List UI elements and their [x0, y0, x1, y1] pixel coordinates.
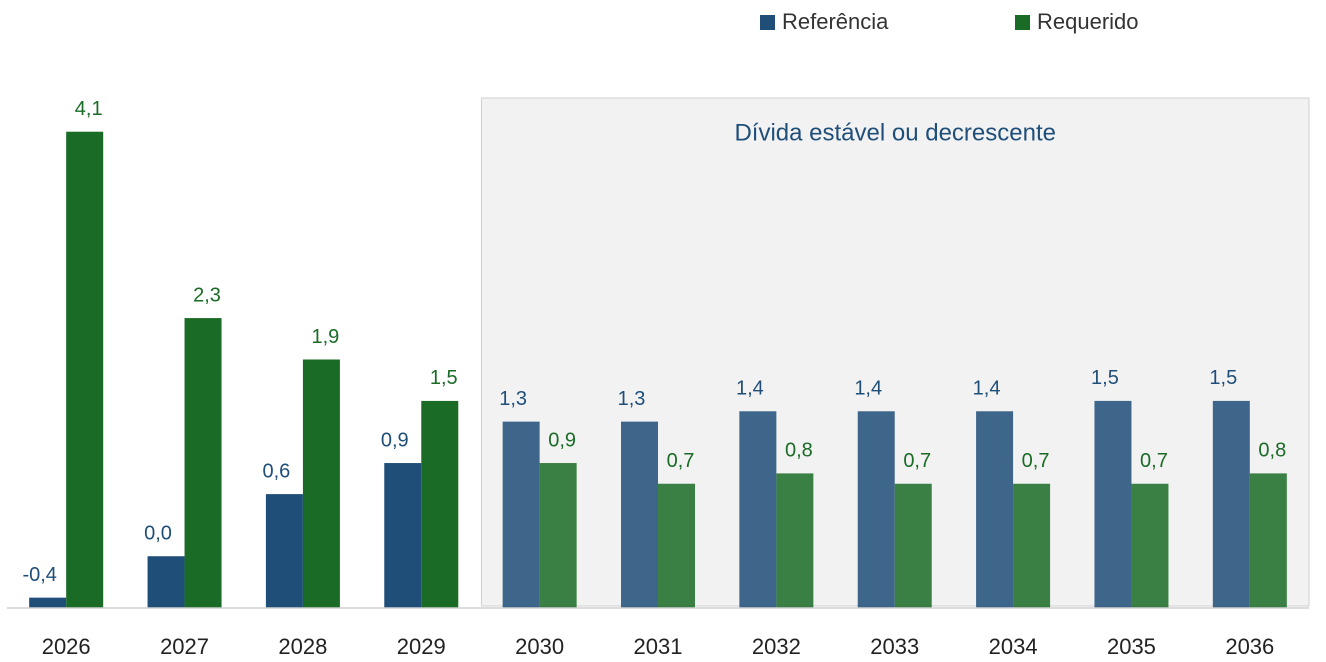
- bar: [658, 483, 695, 608]
- bar: [502, 421, 540, 608]
- x-tick-label: 2034: [989, 634, 1038, 659]
- x-tick-label: 2033: [870, 634, 919, 659]
- annotation-text: Dívida estável ou decrescente: [734, 119, 1056, 146]
- x-tick-label: 2029: [397, 634, 446, 659]
- x-tick-label: 2027: [160, 634, 209, 659]
- value-label: -0,4: [22, 564, 56, 586]
- value-label: 1,9: [312, 326, 340, 348]
- bar: [1131, 483, 1169, 608]
- x-tick-label: 2028: [278, 634, 327, 659]
- bar: [29, 597, 67, 608]
- legend-swatch: [760, 15, 775, 30]
- x-tick-label: 2031: [634, 634, 683, 659]
- bar: [1013, 483, 1051, 608]
- bar: [621, 421, 658, 608]
- x-tick-label: 2032: [752, 634, 801, 659]
- bar: [302, 359, 340, 608]
- value-label: 0,0: [144, 523, 172, 545]
- value-label: 0,7: [1022, 450, 1050, 472]
- value-label: 1,4: [973, 378, 1001, 400]
- bar: [857, 411, 895, 608]
- legend-label: Requerido: [1037, 9, 1139, 34]
- value-label: 0,8: [785, 440, 813, 462]
- bar: [1249, 473, 1287, 608]
- x-tick-label: 2035: [1107, 634, 1156, 659]
- value-label: 1,5: [430, 367, 458, 389]
- value-label: 4,1: [75, 98, 103, 120]
- bar: [66, 131, 104, 609]
- bar: [147, 556, 185, 608]
- bar: [539, 463, 577, 608]
- value-label: 0,7: [903, 450, 931, 472]
- value-label: 0,9: [548, 429, 576, 451]
- bar: [739, 411, 777, 608]
- bar: [894, 483, 932, 608]
- bar: [1094, 400, 1132, 608]
- value-label: 1,5: [1209, 367, 1237, 389]
- value-label: 1,4: [854, 378, 882, 400]
- value-label: 1,4: [736, 378, 764, 400]
- value-label: 1,3: [499, 388, 527, 410]
- bar: [1212, 400, 1250, 608]
- value-label: 0,6: [263, 460, 291, 482]
- value-label: 0,7: [667, 450, 695, 472]
- bar: [265, 494, 303, 608]
- value-label: 1,3: [618, 388, 646, 410]
- value-label: 0,9: [381, 429, 409, 451]
- legend-label: Referência: [782, 9, 889, 34]
- value-label: 1,5: [1091, 367, 1119, 389]
- value-label: 2,3: [193, 284, 221, 306]
- legend-swatch: [1015, 15, 1030, 30]
- x-tick-label: 2036: [1225, 634, 1274, 659]
- value-label: 0,7: [1140, 450, 1168, 472]
- x-tick-label: 2030: [515, 634, 564, 659]
- x-tick-label: 2026: [42, 634, 91, 659]
- bar: [421, 400, 459, 608]
- bar: [976, 411, 1014, 608]
- bar: [184, 318, 222, 608]
- bar: [384, 463, 422, 608]
- bar: [776, 473, 814, 608]
- value-label: 0,8: [1258, 440, 1286, 462]
